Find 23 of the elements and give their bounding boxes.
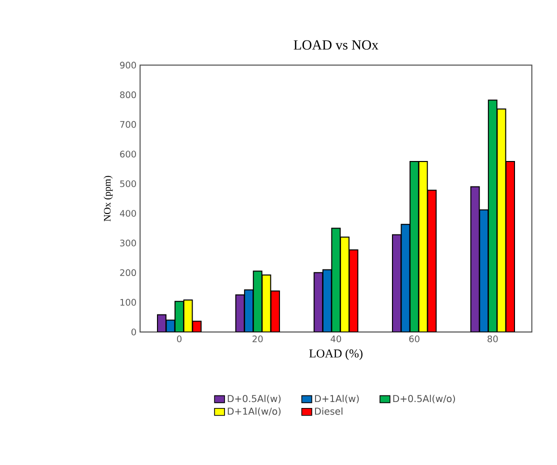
y-tick-label: 600 bbox=[120, 150, 136, 158]
x-tick-label: 0 bbox=[177, 335, 182, 342]
x-tick-label: 60 bbox=[409, 335, 420, 342]
y-tick-label: 400 bbox=[120, 210, 136, 217]
y-tick-label: 800 bbox=[120, 91, 136, 98]
legend-label: D+1Al(w/o) bbox=[228, 407, 281, 416]
legend-label: Diesel bbox=[315, 407, 342, 415]
y-tick-label: 300 bbox=[120, 240, 136, 246]
legend-label: D+0.5Al(w) bbox=[228, 394, 281, 404]
legend-label: D+1Al(w) bbox=[315, 394, 359, 404]
y-axis-title: NOx (ppm) bbox=[104, 176, 113, 222]
y-tick-label: 100 bbox=[120, 298, 136, 306]
x-tick-label: 80 bbox=[488, 335, 498, 342]
chart-title: LOAD vs NOx bbox=[294, 40, 378, 50]
y-tick-label: 0 bbox=[131, 328, 136, 336]
x-axis-title: LOAD (%) bbox=[309, 349, 362, 360]
y-tick-label: 900 bbox=[120, 62, 136, 68]
y-tick-label: 700 bbox=[120, 121, 136, 128]
legend-label: D+0.5Al(w/o) bbox=[393, 394, 455, 404]
x-tick-label: 40 bbox=[330, 335, 342, 342]
x-tick-label: 20 bbox=[252, 335, 263, 342]
y-tick-label: 200 bbox=[120, 269, 136, 276]
y-tick-label: 500 bbox=[120, 180, 136, 188]
